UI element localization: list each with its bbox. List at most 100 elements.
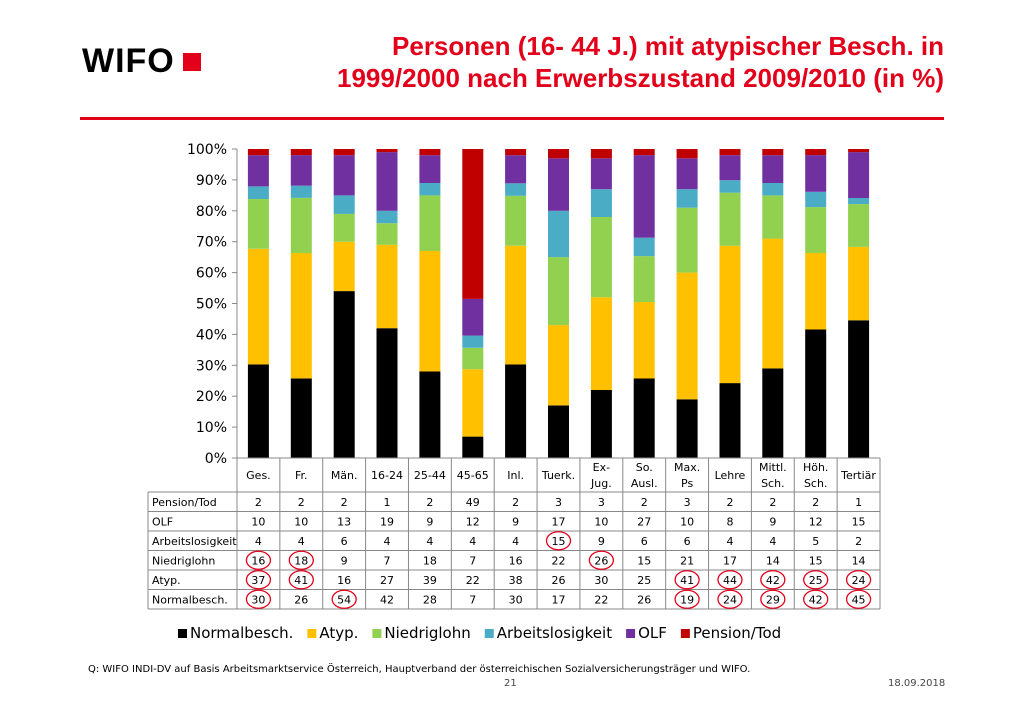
bar-segment [247, 248, 269, 365]
bar-segment [848, 198, 870, 205]
title-divider [80, 117, 944, 120]
table-cell-value: 4 [769, 535, 776, 548]
y-tick-label: 60% [196, 266, 227, 282]
highlight-circle [845, 570, 872, 590]
bar-segment [419, 371, 441, 458]
category-label-line: Jug. [590, 477, 612, 490]
category-label-line: Ex- [593, 461, 610, 474]
y-tick-label: 30% [196, 358, 227, 374]
highlight-circle [288, 550, 314, 570]
table-cell-value: 9 [512, 515, 519, 528]
table-cell-value: 7 [469, 593, 476, 606]
table-cell-value: 10 [294, 515, 308, 528]
table-cell-value: 14 [852, 554, 866, 567]
legend-label: Arbeitslosigkeit [497, 624, 612, 642]
bar-segment [805, 329, 827, 458]
table-cell-value: 2 [769, 496, 776, 509]
table-cell-value: 4 [469, 535, 476, 548]
table-cell-value: 8 [726, 515, 733, 528]
bar-segment [719, 383, 741, 458]
bar-segment [505, 245, 527, 365]
bar-segment [719, 192, 741, 246]
bar-segment [419, 149, 441, 156]
table-cell-value: 2 [726, 496, 733, 509]
table-cell-value: 18 [294, 554, 308, 567]
table-cell-value: 24 [723, 593, 737, 606]
bar-segment [848, 149, 870, 153]
highlight-circle [288, 570, 314, 590]
table-cell-value: 2 [298, 496, 305, 509]
bar-segment [719, 155, 741, 181]
table-cell-value: 26 [552, 574, 566, 587]
bar-segment [376, 328, 398, 458]
bar-segment [762, 183, 784, 196]
table-cell-value: 17 [552, 515, 566, 528]
bar-segment [590, 189, 612, 217]
category-label: Fr. [295, 469, 308, 482]
bar-segment [462, 436, 484, 458]
table-cell-value: 10 [594, 515, 608, 528]
table-cell-value: 38 [509, 574, 523, 587]
highlight-circle [245, 550, 272, 570]
table-cell-value: 1 [384, 496, 391, 509]
bar-segment [290, 253, 312, 379]
table-cell-value: 39 [423, 574, 437, 587]
table-cell-value: 5 [812, 535, 819, 548]
bar-segment [376, 244, 398, 329]
bar-segment [633, 149, 655, 156]
table-cell-value: 2 [812, 496, 819, 509]
category-label: 45-65 [457, 469, 489, 482]
table-cell-value: 30 [509, 593, 523, 606]
bar-segment [676, 158, 698, 190]
table-cell-value: 10 [251, 515, 265, 528]
legend-label: OLF [638, 624, 667, 642]
table-cell-value: 9 [426, 515, 433, 528]
table-row-label: Pension/Tod [152, 496, 217, 509]
bar-segment [462, 149, 484, 299]
table-cell-value: 19 [680, 593, 694, 606]
bar-segment [333, 241, 355, 292]
bar-segment [290, 378, 312, 458]
legend-label: Normalbesch. [190, 624, 293, 642]
bar-segment [590, 149, 612, 159]
bar-segment [590, 390, 612, 458]
bar-segment [590, 158, 612, 190]
bar-segment [505, 195, 527, 246]
logo-text: WIFO [82, 42, 175, 80]
bar-segment [333, 195, 355, 214]
category-label: Lehre [715, 469, 746, 482]
legend-swatch [484, 629, 494, 638]
slide-date: 18.09.2018 [888, 678, 946, 689]
table-cell-value: 7 [384, 554, 391, 567]
highlight-circle [674, 589, 700, 609]
table-cell-value: 54 [337, 593, 351, 606]
y-tick-label: 50% [196, 297, 227, 313]
table-cell-value: 26 [637, 593, 651, 606]
category-label: 25-44 [414, 469, 446, 482]
bar-segment [676, 272, 698, 400]
highlight-circle [674, 570, 700, 590]
table-cell-value: 7 [469, 554, 476, 567]
page-number: 21 [504, 678, 517, 689]
y-tick-label: 70% [196, 235, 227, 251]
legend-swatch [372, 629, 382, 638]
bar-segment [633, 302, 655, 379]
table-cell-value: 2 [641, 496, 648, 509]
bar-segment [548, 325, 569, 406]
bar-segment [333, 155, 355, 196]
bar-segment [633, 378, 655, 458]
bar-segment [462, 335, 484, 348]
legend-swatch [178, 629, 187, 638]
bar-segment [290, 155, 312, 186]
table-cell-value: 42 [766, 574, 780, 587]
bar-segment [548, 149, 569, 159]
bar-segment [419, 183, 441, 196]
table-cell-value: 4 [255, 535, 262, 548]
bar-segment [247, 149, 269, 156]
category-label-line: Ps [681, 477, 693, 490]
y-tick-label: 40% [196, 327, 227, 343]
bar-segment [676, 149, 698, 159]
bar-segment [333, 149, 355, 156]
bar-segment [762, 238, 784, 369]
title-line-2: 1999/2000 nach Erwerbszustand 2009/2010 … [337, 63, 944, 93]
